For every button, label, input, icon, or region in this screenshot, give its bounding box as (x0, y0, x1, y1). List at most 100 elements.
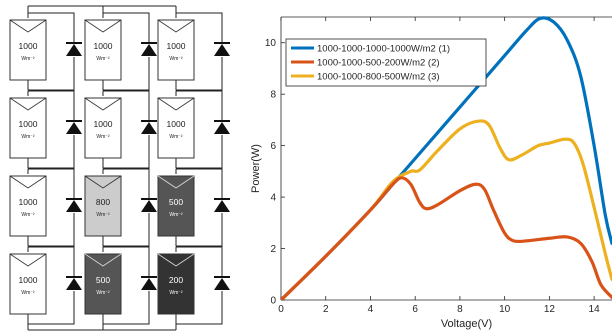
bypass-diode-icon (214, 44, 230, 56)
pv-cell-mark (157, 175, 195, 189)
irradiance-value: 1000 (167, 41, 186, 51)
pv-cell-mark (84, 253, 122, 267)
bypass-diode-icon (66, 122, 82, 134)
wire (175, 57, 223, 91)
series-line (281, 119, 612, 300)
irradiance-unit: Wm⁻² (169, 212, 183, 218)
wire (27, 90, 75, 121)
bypass-diode-icon (214, 278, 230, 290)
pv-cell-mark (9, 19, 47, 33)
irradiance-value: 1000 (167, 119, 186, 129)
pv-cell-mark (84, 19, 122, 33)
bypass-diode-icon (66, 44, 82, 56)
wire (27, 246, 75, 277)
irradiance-unit: Wm⁻² (96, 290, 110, 296)
irradiance-value: 200 (169, 275, 183, 285)
x-tick-label: 8 (457, 304, 463, 315)
legend (285, 38, 487, 87)
irradiance-unit: Wm⁻² (96, 56, 110, 62)
pv-cell-mark (157, 253, 195, 267)
y-tick-label: 10 (265, 38, 277, 49)
irradiance-unit: Wm⁻² (169, 56, 183, 62)
pv-module (9, 97, 47, 159)
irradiance-unit: Wm⁻² (96, 212, 110, 218)
irradiance-unit: Wm⁻² (169, 134, 183, 140)
x-tick-label: 0 (278, 304, 284, 315)
pv-cell-mark (9, 175, 47, 189)
x-tick-label: 2 (323, 304, 329, 315)
pv-module (84, 19, 122, 81)
irradiance-unit: Wm⁻² (96, 134, 110, 140)
wire (27, 168, 75, 199)
series-line (281, 176, 612, 300)
bypass-diode-icon (66, 278, 82, 290)
wire (27, 291, 75, 325)
wire (102, 291, 150, 325)
wire (175, 90, 223, 121)
pv-module (157, 175, 195, 237)
x-tick-label: 10 (499, 304, 511, 315)
y-tick-label: 0 (270, 296, 276, 307)
wire (175, 135, 223, 169)
wire (27, 213, 75, 247)
x-tick-label: 12 (544, 304, 556, 315)
wire (27, 12, 75, 43)
wire (175, 246, 223, 277)
pv-module (9, 253, 47, 315)
irradiance-unit: Wm⁻² (21, 290, 35, 296)
wire (102, 168, 150, 199)
y-axis-label: Power(W) (250, 144, 262, 193)
irradiance-unit: Wm⁻² (169, 290, 183, 296)
pv-module (157, 253, 195, 315)
pv-cell-mark (84, 175, 122, 189)
pv-module (157, 97, 195, 159)
pv-cell-mark (84, 97, 122, 111)
irradiance-value: 1000 (94, 41, 113, 51)
pv-cell-mark (157, 97, 195, 111)
wire (175, 12, 223, 43)
pv-cell-mark (9, 253, 47, 267)
wire (27, 135, 75, 169)
pv-module (84, 175, 122, 237)
pv-cell-mark (9, 97, 47, 111)
y-tick-label: 6 (270, 141, 276, 152)
wire (175, 213, 223, 247)
irradiance-value: 1000 (94, 119, 113, 129)
pv-module (157, 19, 195, 81)
bypass-diode-icon (141, 122, 157, 134)
bypass-diode-icon (141, 44, 157, 56)
wire (102, 12, 150, 43)
irradiance-unit: Wm⁻² (21, 212, 35, 218)
wire (175, 291, 223, 325)
pv-cell-mark (157, 19, 195, 33)
wire (102, 213, 150, 247)
x-tick-label: 14 (589, 304, 601, 315)
bypass-diode-icon (214, 122, 230, 134)
x-tick-label: 6 (412, 304, 418, 315)
irradiance-unit: Wm⁻² (21, 134, 35, 140)
irradiance-value: 500 (169, 197, 183, 207)
irradiance-value: 1000 (19, 41, 38, 51)
wire (102, 90, 150, 121)
bypass-diode-icon (141, 200, 157, 212)
y-tick-label: 2 (270, 244, 276, 255)
wire (27, 57, 75, 91)
wire (102, 135, 150, 169)
irradiance-value: 1000 (19, 275, 38, 285)
pv-module (9, 175, 47, 237)
pv-module (84, 253, 122, 315)
pv-module (84, 97, 122, 159)
wire (102, 57, 150, 91)
irradiance-value: 1000 (19, 197, 38, 207)
irradiance-unit: Wm⁻² (21, 56, 35, 62)
legend-label: 1000-1000-1000-1000W/m2 (1) (317, 44, 450, 55)
irradiance-value: 500 (96, 275, 110, 285)
irradiance-value: 800 (96, 197, 110, 207)
pv-curve-chart: 0 2 4 6 8 10 12 14 0 2 4 6 8 10 Voltage(V) Power(W) 1000… (250, 16, 612, 330)
bypass-diode-icon (66, 200, 82, 212)
x-axis-label: Voltage(V) (441, 318, 492, 330)
y-tick-label: 4 (270, 193, 276, 204)
irradiance-value: 1000 (19, 119, 38, 129)
bypass-diode-icon (141, 278, 157, 290)
